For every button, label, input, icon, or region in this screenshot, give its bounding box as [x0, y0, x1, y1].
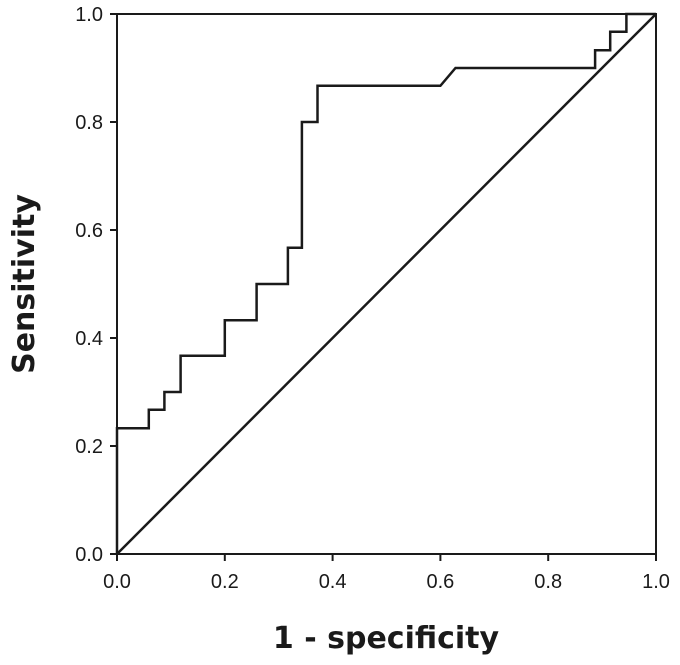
y-tick-label: 0.0	[75, 544, 103, 566]
x-tick-label: 0.6	[426, 571, 454, 593]
x-axis-ticks: 0.0 0.2 0.4 0.6 0.8 1.0	[103, 554, 670, 593]
y-axis-ticks: 0.0 0.2 0.4 0.6 0.8 1.0	[75, 4, 117, 566]
x-tick-label: 0.4	[319, 571, 347, 593]
y-axis-title: Sensitivity	[7, 194, 42, 374]
x-tick-label: 1.0	[642, 571, 670, 593]
y-tick-label: 0.2	[75, 436, 103, 458]
x-tick-label: 0.2	[211, 571, 239, 593]
x-tick-label: 0.8	[534, 571, 562, 593]
reference-diagonal-line	[116, 13, 657, 555]
plot-frame	[116, 13, 657, 555]
roc-curve-line	[115, 12, 656, 554]
x-tick-label: 0.0	[103, 571, 131, 593]
y-tick-label: 0.6	[75, 220, 103, 242]
x-axis-title: 1 - specificity	[273, 621, 500, 656]
y-tick-label: 0.4	[75, 328, 103, 350]
y-tick-label: 0.8	[75, 112, 103, 134]
y-tick-label: 1.0	[75, 4, 103, 26]
series-layer	[115, 12, 657, 555]
